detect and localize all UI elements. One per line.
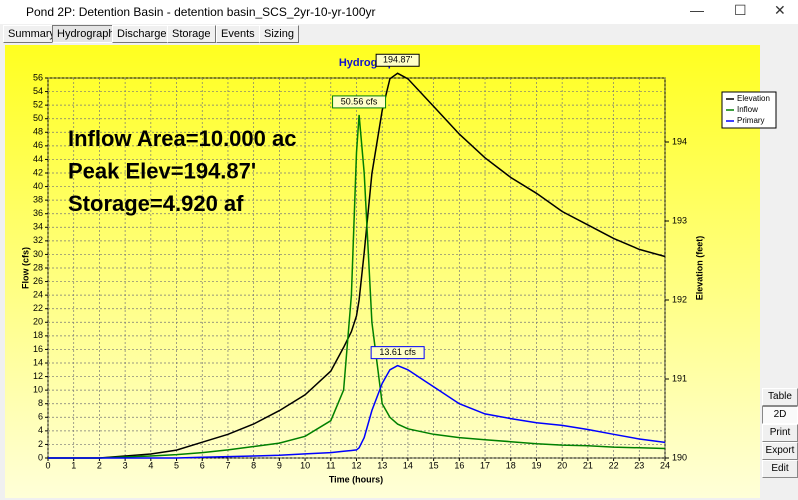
- y-tick-label: 2: [38, 439, 43, 449]
- side-button[interactable]: 2D: [762, 406, 798, 424]
- y-tick-label: 32: [33, 235, 43, 245]
- data-label-box: [375, 53, 420, 67]
- y-tick-label: 48: [33, 127, 43, 137]
- y-tick-label: 28: [33, 262, 43, 272]
- legend-label: Inflow: [737, 105, 758, 114]
- x-tick-label: 0: [45, 460, 50, 470]
- tab[interactable]: Sizing: [259, 25, 299, 43]
- annotation: Storage=4.920 af: [68, 191, 244, 216]
- tab[interactable]: Events: [216, 25, 260, 43]
- legend-label: Primary: [737, 116, 765, 125]
- x-tick-label: 19: [531, 460, 541, 470]
- y-tick-label: 54: [33, 86, 43, 96]
- x-tick-label: 16: [454, 460, 464, 470]
- y-axis-label: Flow (cfs): [20, 247, 30, 289]
- x-tick-label: 12: [351, 460, 361, 470]
- close-button[interactable]: ✕: [774, 2, 786, 18]
- side-button[interactable]: Export: [762, 442, 798, 460]
- y-tick-label: 36: [33, 208, 43, 218]
- x-axis-label: Time (hours): [329, 474, 383, 484]
- x-tick-label: 1: [71, 460, 76, 470]
- x-tick-label: 15: [429, 460, 439, 470]
- data-label-text: 50.56 cfs: [341, 96, 378, 106]
- x-tick-label: 2: [97, 460, 102, 470]
- x-tick-label: 3: [123, 460, 128, 470]
- minimize-button[interactable]: —: [690, 2, 704, 18]
- y-tick-label: 38: [33, 195, 43, 205]
- data-label: 194.87': [375, 53, 420, 67]
- side-button[interactable]: Table: [762, 388, 798, 406]
- y-tick-label: 24: [33, 290, 43, 300]
- x-tick-label: 14: [403, 460, 413, 470]
- data-label-box: [332, 95, 387, 109]
- x-tick-label: 18: [506, 460, 516, 470]
- y-tick-label: 42: [33, 167, 43, 177]
- maximize-button[interactable]: ☐: [734, 2, 747, 18]
- y-tick-label: 6: [38, 412, 43, 422]
- y-tick-label: 44: [33, 154, 43, 164]
- y-tick-label: 16: [33, 344, 43, 354]
- title-bar: Pond 2P: Detention Basin - detention bas…: [0, 0, 798, 24]
- x-tick-label: 17: [480, 460, 490, 470]
- annotation: Peak Elev=194.87': [68, 158, 256, 183]
- y-tick-label: 12: [33, 371, 43, 381]
- y-tick-label: 18: [33, 330, 43, 340]
- tab[interactable]: Summary: [3, 25, 61, 43]
- x-tick-label: 7: [225, 460, 230, 470]
- x-tick-label: 4: [148, 460, 153, 470]
- window-title: Pond 2P: Detention Basin - detention bas…: [26, 5, 376, 19]
- series-line: [48, 364, 666, 459]
- x-tick-label: 10: [300, 460, 310, 470]
- x-tick-label: 20: [557, 460, 567, 470]
- y2-axis-label: Elevation (feet): [694, 236, 704, 301]
- x-tick-label: 24: [660, 460, 670, 470]
- y2-tick-label: 193: [672, 215, 687, 225]
- x-tick-label: 8: [251, 460, 256, 470]
- data-label-text: 194.87': [383, 55, 413, 65]
- data-label-box: [370, 346, 425, 360]
- y-tick-label: 26: [33, 276, 43, 286]
- y-tick-label: 40: [33, 181, 43, 191]
- y-tick-label: 22: [33, 303, 43, 313]
- series-line: [48, 72, 666, 459]
- x-tick-label: 22: [609, 460, 619, 470]
- x-tick-label: 23: [634, 460, 644, 470]
- annotation: Inflow Area=10.000 ac: [68, 126, 296, 151]
- series-line: [48, 114, 666, 459]
- tab[interactable]: Discharge: [112, 25, 172, 43]
- x-tick-label: 9: [277, 460, 282, 470]
- data-label: 13.61 cfs: [370, 346, 425, 360]
- x-tick-label: 21: [583, 460, 593, 470]
- y-tick-label: 4: [38, 425, 43, 435]
- y-tick-label: 56: [33, 72, 43, 82]
- y-tick-label: 34: [33, 222, 43, 232]
- y2-tick-label: 192: [672, 294, 687, 304]
- y2-tick-label: 194: [672, 136, 687, 146]
- y2-tick-label: 190: [672, 452, 687, 462]
- x-tick-label: 5: [174, 460, 179, 470]
- y-tick-label: 10: [33, 385, 43, 395]
- y-tick-label: 20: [33, 317, 43, 327]
- tab[interactable]: Storage: [167, 25, 216, 43]
- y-tick-label: 52: [33, 100, 43, 110]
- y-tick-label: 0: [38, 452, 43, 462]
- data-label-text: 13.61 cfs: [379, 347, 416, 357]
- y2-tick-label: 191: [672, 373, 687, 383]
- y-tick-label: 14: [33, 357, 43, 367]
- side-button[interactable]: Edit: [762, 460, 798, 478]
- y-tick-label: 50: [33, 113, 43, 123]
- y-tick-label: 46: [33, 140, 43, 150]
- data-label: 50.56 cfs: [332, 95, 387, 109]
- x-tick-label: 13: [377, 460, 387, 470]
- legend-label: Elevation: [737, 94, 770, 103]
- tab[interactable]: Hydrograph: [52, 25, 120, 43]
- y-tick-label: 30: [33, 249, 43, 259]
- side-button[interactable]: Print: [762, 424, 798, 442]
- x-tick-label: 11: [326, 460, 335, 470]
- x-tick-label: 6: [200, 460, 205, 470]
- y-tick-label: 8: [38, 398, 43, 408]
